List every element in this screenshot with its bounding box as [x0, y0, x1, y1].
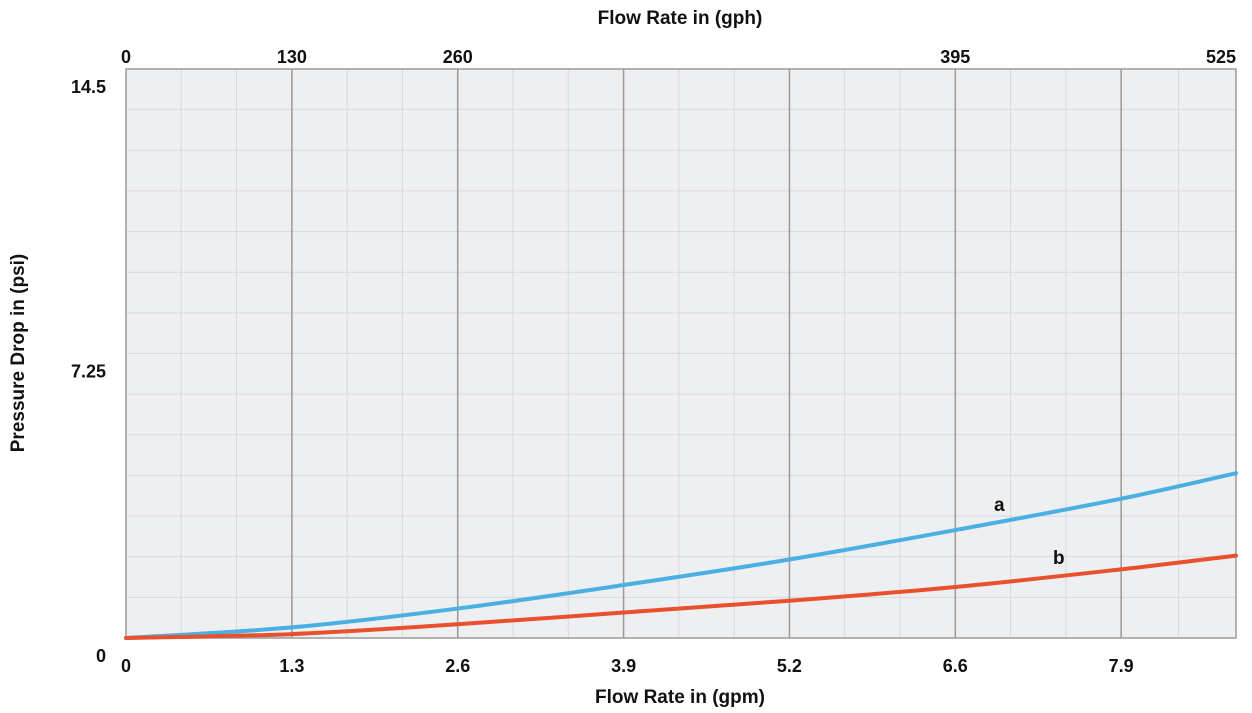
series-b-label: b	[1053, 548, 1065, 569]
x2-axis-title: Flow Rate in (gph)	[598, 8, 763, 29]
y-tick-label: 14.5	[71, 77, 106, 97]
x2-tick-label: 395	[940, 47, 970, 67]
x-tick-label: 3.9	[611, 656, 636, 676]
y-tick-label: 7.25	[71, 362, 106, 382]
x-tick-label: 6.6	[943, 656, 968, 676]
series-a-label: a	[994, 495, 1005, 516]
x-axis-title: Flow Rate in (gpm)	[595, 687, 765, 708]
x-tick-label: 0	[121, 656, 131, 676]
y-axis-title: Pressure Drop in (psi)	[8, 254, 29, 453]
y-tick-label: 0	[96, 646, 106, 666]
tick-labels: 0 1.3 2.6 3.9 5.2 6.6 7.9 0 130 260 395 525 0 7.25 14.…	[71, 47, 1236, 676]
x2-tick-label: 260	[443, 47, 473, 67]
x2-tick-label: 130	[277, 47, 307, 67]
x-tick-label: 5.2	[777, 656, 802, 676]
series-b-line	[124, 553, 1238, 640]
x-tick-label: 1.3	[279, 656, 304, 676]
x2-tick-label: 525	[1206, 47, 1236, 67]
x-tick-label: 2.6	[445, 656, 470, 676]
series-group	[124, 471, 1238, 640]
x-tick-label: 7.9	[1109, 656, 1134, 676]
grid	[126, 69, 1236, 638]
plot-frame	[125, 68, 1237, 639]
x2-tick-label: 0	[121, 47, 131, 67]
series-a-line	[124, 471, 1238, 640]
